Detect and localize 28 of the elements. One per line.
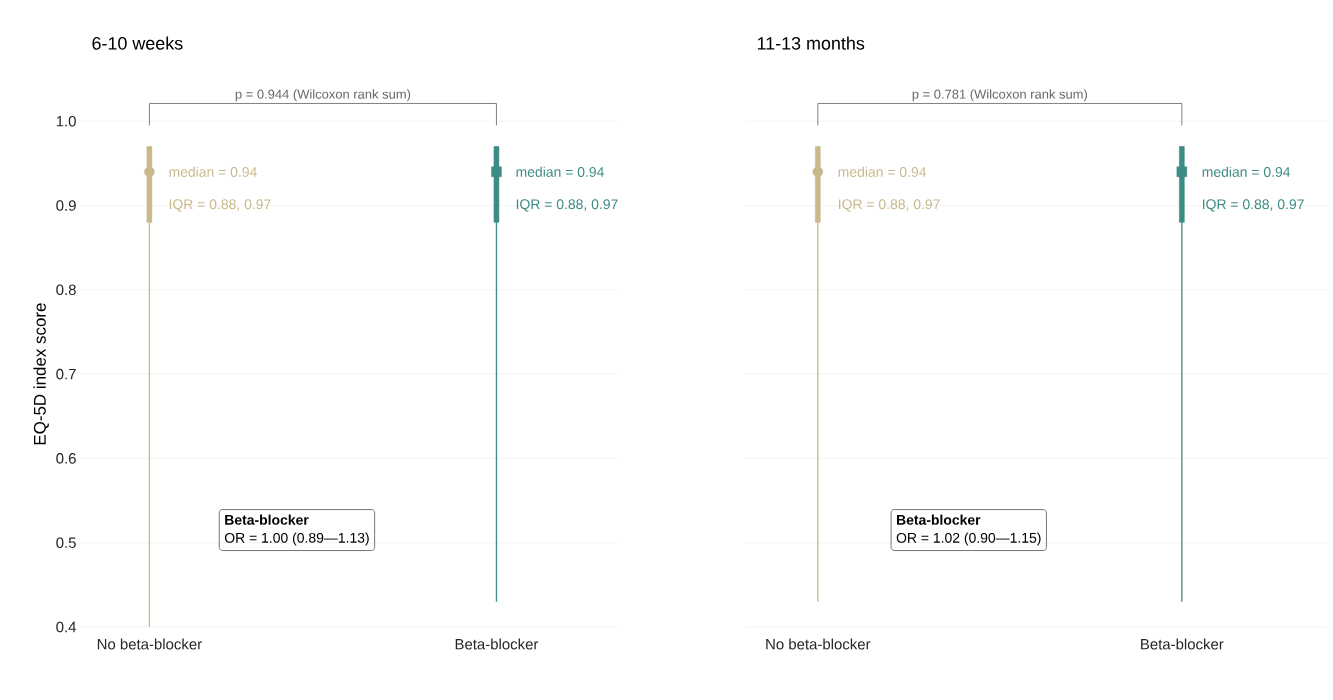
- y-tick-label: 0.5: [56, 537, 76, 548]
- annotation: median = 0.94: [1202, 166, 1291, 177]
- y-tick-label: 0.4: [56, 621, 77, 633]
- x-tick-label: No beta-blocker: [97, 638, 202, 650]
- chart-title: 11-13 months: [757, 36, 865, 50]
- x-tick-label: No beta-blocker: [766, 638, 871, 650]
- x-tick-label: Beta-blocker: [1141, 638, 1224, 650]
- annotation: Beta-blocker: [225, 514, 309, 525]
- annotation: IQR = 0.88, 0.97: [169, 199, 271, 212]
- text: p = 0.781 (Wilcoxon rank sum): [912, 89, 1087, 102]
- x-tick-label: Beta-blocker: [455, 638, 539, 650]
- annotation: OR = 1.02 (0.90—1.15): [896, 532, 1041, 546]
- y-tick-label: 0.9: [56, 200, 76, 211]
- annotation: IQR = 0.88, 0.97: [516, 199, 618, 212]
- annotation: IQR = 0.88, 0.97: [1203, 199, 1304, 212]
- annotation: median = 0.94: [169, 166, 257, 177]
- annotation: median = 0.94: [838, 166, 927, 177]
- annotation: IQR = 0.88, 0.97: [839, 199, 940, 212]
- y-tick-label: 0.8: [56, 284, 76, 296]
- text: p = 0.944 (Wilcoxon rank sum): [235, 89, 411, 102]
- annotation: Beta-blocker: [897, 514, 981, 525]
- annotation: OR = 1.00 (0.89—1.13): [224, 532, 369, 546]
- y-tick-label: 0.6: [56, 453, 76, 464]
- y-tick-label: 1.0: [56, 115, 76, 127]
- chart-title: 6-10 weeks: [92, 36, 183, 50]
- annotation: median = 0.94: [516, 166, 604, 177]
- y-axis-title: EQ-5D index score: [33, 303, 49, 445]
- y-tick-label: 0.7: [56, 368, 76, 380]
